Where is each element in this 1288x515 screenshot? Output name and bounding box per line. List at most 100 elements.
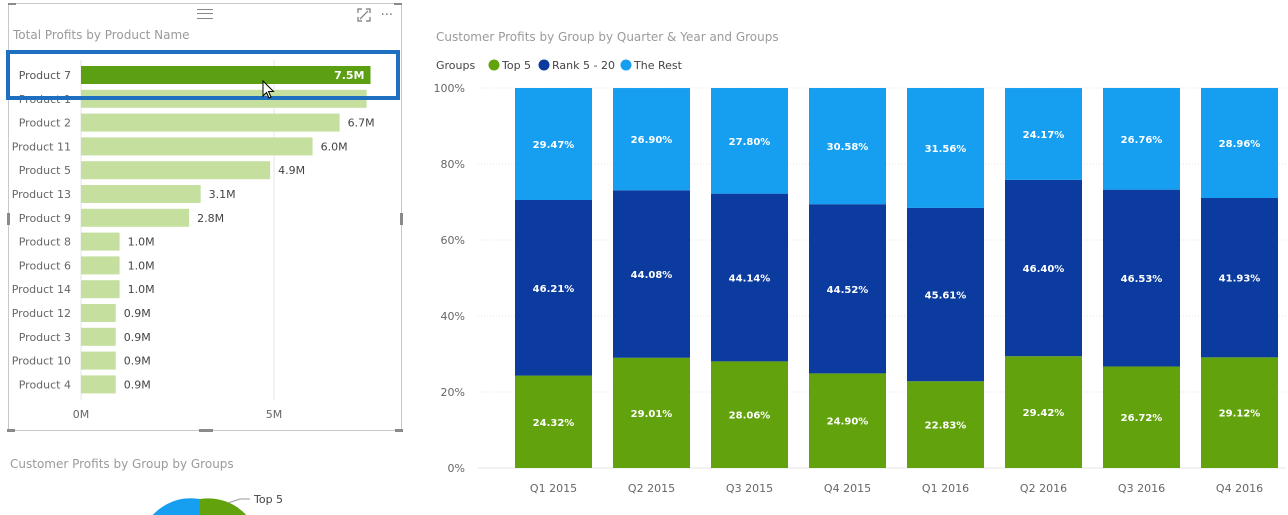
- segment-label: 41.93%: [1219, 274, 1261, 285]
- resize-handle-right[interactable]: [400, 213, 403, 225]
- segment-label: 44.08%: [631, 270, 673, 281]
- stacked-segment[interactable]: [613, 88, 690, 191]
- stacked-segment[interactable]: [907, 381, 984, 468]
- bar[interactable]: [81, 327, 116, 346]
- bar[interactable]: [81, 208, 190, 227]
- segment-label: 22.83%: [925, 421, 967, 432]
- resize-handle-tr[interactable]: [394, 3, 402, 5]
- stacked-segment[interactable]: [613, 357, 690, 468]
- stacked-segment[interactable]: [1005, 356, 1082, 468]
- legend-entry[interactable]: Rank 5 - 20: [552, 59, 615, 72]
- resize-handle-tl[interactable]: [8, 3, 16, 5]
- legend-swatch[interactable]: [538, 59, 550, 71]
- data-label: 6.0M: [321, 140, 348, 153]
- stacked-segment[interactable]: [1201, 357, 1278, 468]
- x-category-label: Q4 2015: [824, 482, 871, 495]
- data-label: 0.9M: [124, 355, 151, 368]
- bar[interactable]: [81, 375, 116, 394]
- stacked-segment[interactable]: [809, 88, 886, 205]
- resize-handle-left[interactable]: [7, 213, 10, 225]
- resize-handle-bl[interactable]: [7, 429, 15, 432]
- bar[interactable]: [81, 161, 271, 180]
- bar[interactable]: [81, 66, 371, 84]
- stacked-segment[interactable]: [809, 373, 886, 468]
- segment-label: 44.52%: [827, 285, 869, 296]
- pie-label-top5: Top 5: [253, 493, 283, 506]
- x-category-label: Q3 2015: [726, 482, 773, 495]
- stacked-segment[interactable]: [1201, 87, 1278, 199]
- stacked-segment[interactable]: [515, 375, 592, 468]
- legend-swatch[interactable]: [620, 59, 632, 71]
- stacked-segment[interactable]: [809, 204, 886, 374]
- stacked-segment[interactable]: [1103, 87, 1180, 190]
- stacked-segment[interactable]: [1201, 198, 1278, 358]
- resize-handle-br[interactable]: [395, 429, 403, 432]
- segment-label: 28.06%: [729, 411, 771, 422]
- bar[interactable]: [81, 137, 313, 156]
- pie-slice-top5[interactable]: [200, 498, 248, 515]
- bar[interactable]: [81, 232, 120, 251]
- focus-mode-icon[interactable]: [356, 8, 371, 26]
- pie-chart-title: Customer Profits by Group by Groups: [10, 457, 234, 471]
- category-label: Product 3: [19, 331, 71, 344]
- category-label: Product 11: [12, 140, 71, 153]
- data-label: 1.0M: [128, 236, 155, 249]
- x-category-label: Q2 2016: [1020, 482, 1067, 495]
- bar[interactable]: [81, 351, 116, 370]
- data-label: 0.9M: [124, 307, 151, 320]
- category-label: Product 2: [19, 117, 71, 130]
- x-category-label: Q3 2016: [1118, 482, 1165, 495]
- bar-chart-title: Total Profits by Product Name: [13, 28, 190, 42]
- data-label: 2.8M: [197, 212, 224, 225]
- stacked-segment[interactable]: [1005, 88, 1082, 180]
- segment-label: 45.61%: [925, 291, 967, 302]
- bar[interactable]: [81, 185, 201, 203]
- stacked-segment[interactable]: [1103, 366, 1180, 468]
- stacked-segment[interactable]: [907, 88, 984, 208]
- stacked-segment[interactable]: [907, 207, 984, 382]
- category-label: Product 4: [19, 378, 71, 391]
- stacked-segment[interactable]: [613, 190, 690, 358]
- stacked-segment[interactable]: [711, 88, 788, 194]
- bar[interactable]: [81, 113, 340, 132]
- customer-profits-pie-chart[interactable]: Top 5: [130, 485, 310, 515]
- data-label: 1.0M: [128, 283, 155, 296]
- x-category-label: Q4 2016: [1216, 482, 1263, 495]
- y-tick-label: 80%: [441, 158, 465, 171]
- legend-swatch[interactable]: [488, 59, 500, 71]
- stacked-chart-title: Customer Profits by Group by Quarter & Y…: [436, 30, 779, 44]
- category-label: Product 6: [19, 259, 71, 272]
- category-label: Product 12: [12, 307, 71, 320]
- y-tick-label: 20%: [441, 386, 465, 399]
- resize-handle-bottom[interactable]: [199, 429, 213, 432]
- legend-entry[interactable]: Top 5: [501, 59, 531, 72]
- segment-label: 46.40%: [1023, 264, 1065, 275]
- segment-label: 24.90%: [827, 417, 869, 428]
- segment-label: 26.72%: [1121, 413, 1163, 424]
- pie-slice-rest[interactable]: [148, 498, 200, 515]
- customer-profits-stacked-chart[interactable]: Groups Top 5 Rank 5 - 20 The Rest 0% 20% 40% 60…: [420, 50, 1288, 515]
- segment-label: 30.58%: [827, 142, 869, 153]
- y-tick-label: 0%: [448, 462, 465, 475]
- stacked-segment[interactable]: [711, 361, 788, 468]
- x-category-label: Q1 2015: [530, 482, 577, 495]
- segment-label: 46.53%: [1121, 274, 1163, 285]
- segment-label: 24.17%: [1023, 130, 1065, 141]
- stacked-segment[interactable]: [711, 193, 788, 362]
- bar[interactable]: [81, 256, 120, 275]
- segment-label: 44.14%: [729, 274, 771, 285]
- stacked-segment[interactable]: [1005, 179, 1082, 357]
- segment-label: 29.47%: [533, 140, 575, 151]
- more-options-icon[interactable]: ···: [380, 8, 393, 23]
- stacked-segment[interactable]: [1103, 189, 1180, 367]
- data-label: 6.7M: [348, 117, 375, 130]
- data-label: 0.9M: [124, 378, 151, 391]
- stacked-segment[interactable]: [515, 199, 592, 376]
- stacked-segment[interactable]: [515, 88, 592, 200]
- drag-handle-icon[interactable]: [197, 9, 213, 19]
- bar[interactable]: [81, 304, 116, 322]
- y-tick-label: 60%: [441, 234, 465, 247]
- bar[interactable]: [81, 280, 120, 299]
- legend-entry[interactable]: The Rest: [633, 59, 683, 72]
